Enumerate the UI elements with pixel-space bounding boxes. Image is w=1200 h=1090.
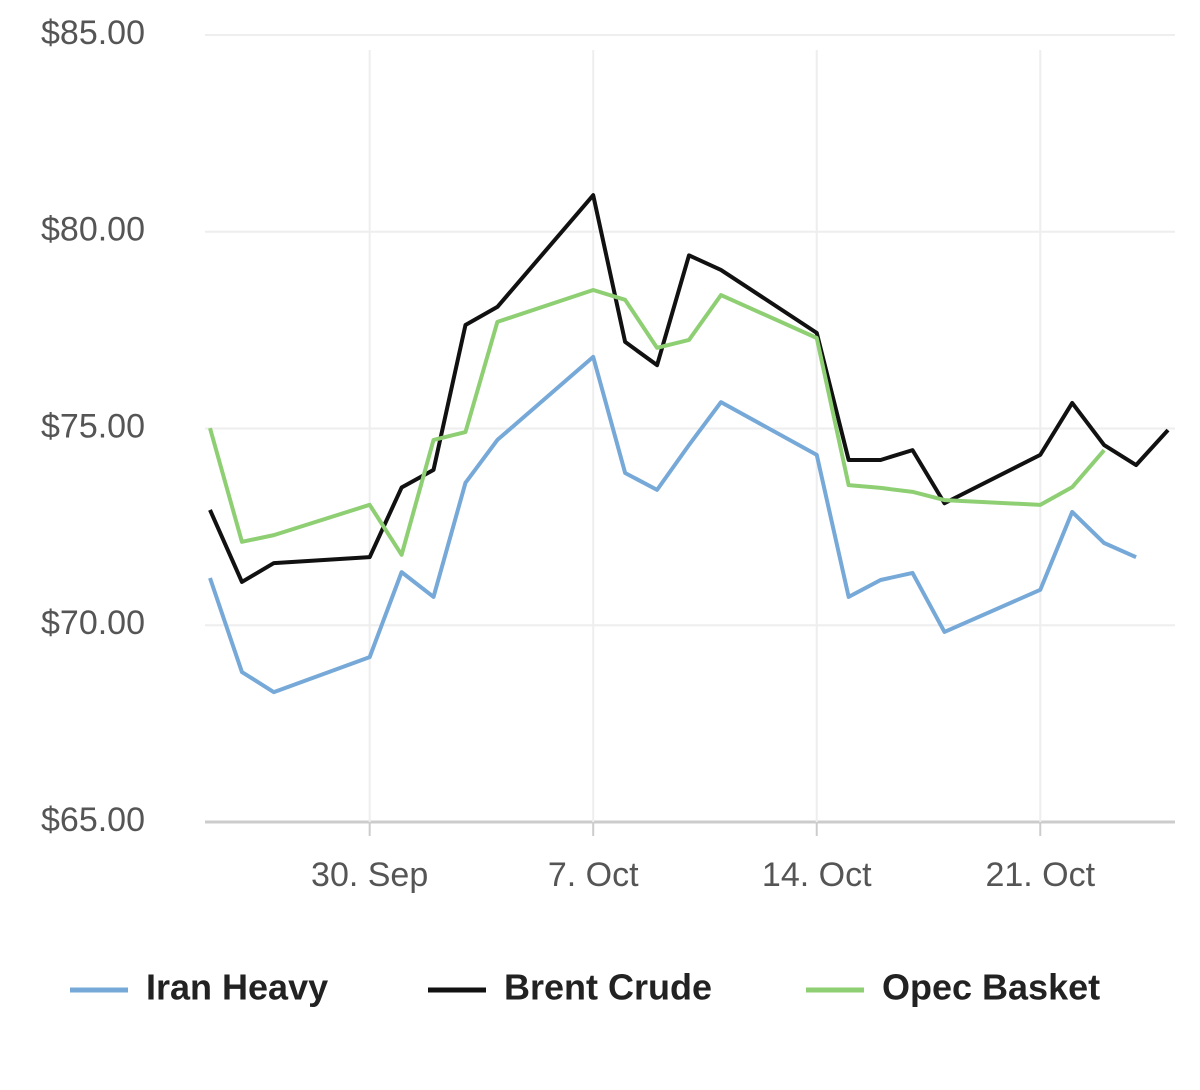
x-tick-label: 7. Oct: [548, 856, 639, 894]
legend-label: Opec Basket: [882, 967, 1100, 1008]
y-tick-label: $85.00: [41, 14, 145, 52]
y-tick-label: $70.00: [41, 604, 145, 642]
x-tick-label: 30. Sep: [311, 856, 428, 894]
series-line: [208, 193, 1170, 584]
x-tick-label: 21. Oct: [985, 856, 1095, 894]
legend-label: Brent Crude: [504, 967, 712, 1008]
y-tick-label: $65.00: [41, 801, 145, 839]
legend-label: Iran Heavy: [146, 967, 328, 1008]
series-line: [208, 354, 1137, 695]
x-tick-label: 14. Oct: [762, 856, 872, 894]
y-tick-label: $80.00: [41, 211, 145, 249]
y-tick-label: $75.00: [41, 407, 145, 445]
series-line: [208, 287, 1106, 557]
